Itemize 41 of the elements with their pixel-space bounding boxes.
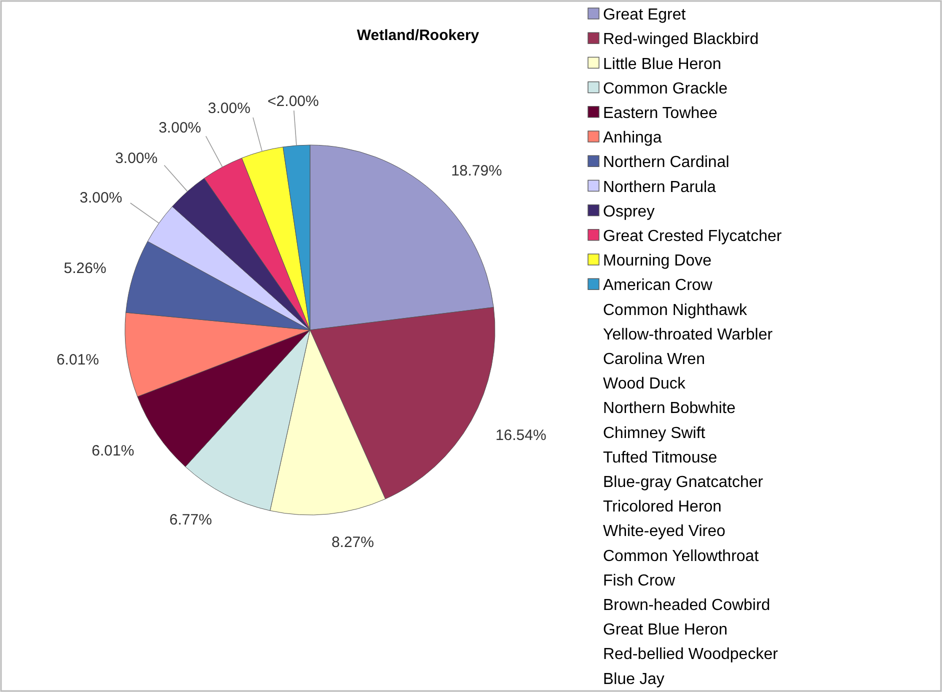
legend-label: Great Crested Flycatcher [603,228,782,245]
category-label: Blue-gray Gnatcatcher [603,474,764,491]
category-label: Northern Bobwhite [603,400,736,418]
data-label: 3.00% [208,100,250,118]
category-label: Tufted Titmouse [603,449,718,466]
legend-label: Mourning Dove [603,252,712,270]
legend-label: Eastern Towhee [603,105,718,122]
category-label: Chimney Swift [603,424,706,442]
legend-label: Northern Cardinal [603,154,730,172]
legend-label: Great Egret [603,6,686,24]
category-label: Great Blue Heron [603,622,728,639]
category-label: Yellow-throated Warbler [603,326,773,344]
category-label: White-eyed Vireo [603,523,726,540]
data-label: <2.00% [268,92,319,110]
legend-label: Osprey [603,203,655,220]
legend-label: Red-winged Blackbird [603,31,759,48]
category-label: Blue Jay [603,670,664,688]
legend-label: American Crow [603,277,713,294]
category-label: Common Yellowthroat [603,548,759,565]
data-label: 6.77% [169,511,212,528]
data-label: 5.26% [64,260,106,277]
data-label: 3.00% [158,120,202,137]
category-label: Brown-headed Cowbird [603,597,770,614]
legend-label: Northern Parula [603,178,716,196]
legend-label: Little Blue Heron [603,56,722,73]
text: Wetland/Rookery [356,27,480,44]
category-label: Tricolored Heron [603,498,722,516]
data-label: 8.27% [331,534,374,552]
data-label: 3.00% [80,189,122,206]
category-label: Wood Duck [603,376,686,393]
legend-label: Anhinga [603,130,662,147]
category-label: Fish Crow [603,572,676,590]
category-label: Red-bellied Woodpecker [603,646,778,664]
data-label: 6.01% [56,351,99,368]
category-label: Common Nighthawk [603,302,748,319]
legend-label: Common Grackle [603,80,728,98]
data-label: 6.01% [92,442,134,460]
category-label: Carolina Wren [603,351,705,368]
data-label: 3.00% [115,150,158,167]
data-label: 16.54% [495,426,546,444]
data-label: 18.79% [451,162,502,180]
